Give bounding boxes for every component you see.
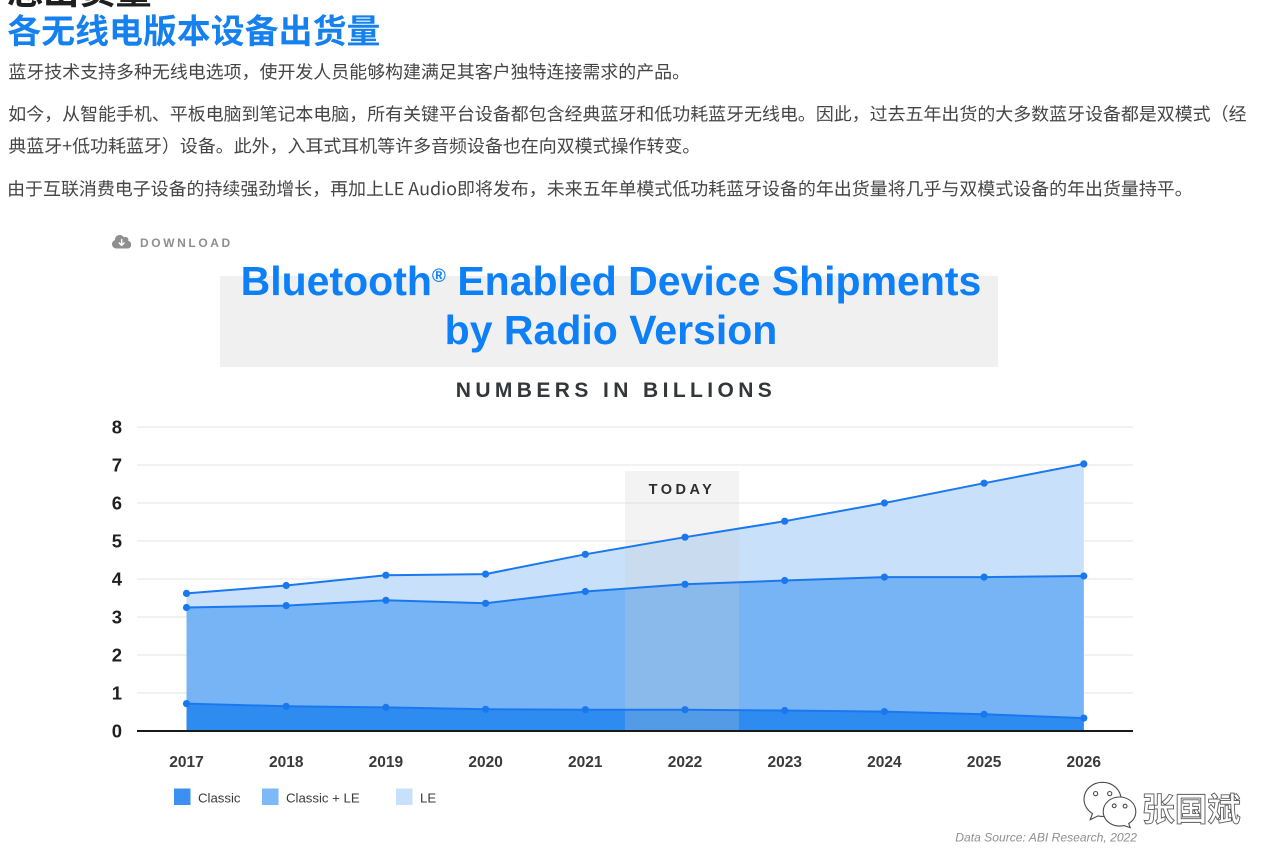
svg-text:2025: 2025	[967, 754, 1002, 771]
svg-text:3: 3	[112, 607, 122, 628]
svg-text:Data Source: ABI Research, 202: Data Source: ABI Research, 2022	[955, 831, 1137, 845]
svg-text:Classic: Classic	[198, 791, 241, 806]
svg-text:2024: 2024	[867, 754, 902, 771]
svg-text:2026: 2026	[1067, 754, 1102, 771]
svg-text:2: 2	[112, 645, 122, 666]
svg-text:8: 8	[112, 417, 122, 438]
svg-text:7: 7	[112, 455, 122, 476]
svg-text:1: 1	[112, 683, 122, 704]
svg-text:LE: LE	[420, 791, 436, 806]
svg-text:2018: 2018	[269, 754, 304, 771]
svg-text:2023: 2023	[767, 754, 802, 771]
svg-text:6: 6	[112, 493, 122, 514]
svg-text:2017: 2017	[169, 754, 203, 771]
svg-text:2021: 2021	[568, 754, 603, 771]
svg-text:2022: 2022	[668, 754, 702, 771]
svg-text:5: 5	[112, 531, 122, 552]
svg-text:2020: 2020	[468, 754, 502, 771]
svg-text:TODAY: TODAY	[649, 482, 716, 498]
svg-text:2019: 2019	[369, 754, 404, 771]
svg-text:Classic + LE: Classic + LE	[286, 791, 360, 806]
svg-text:4: 4	[112, 569, 123, 590]
svg-text:0: 0	[112, 721, 122, 742]
